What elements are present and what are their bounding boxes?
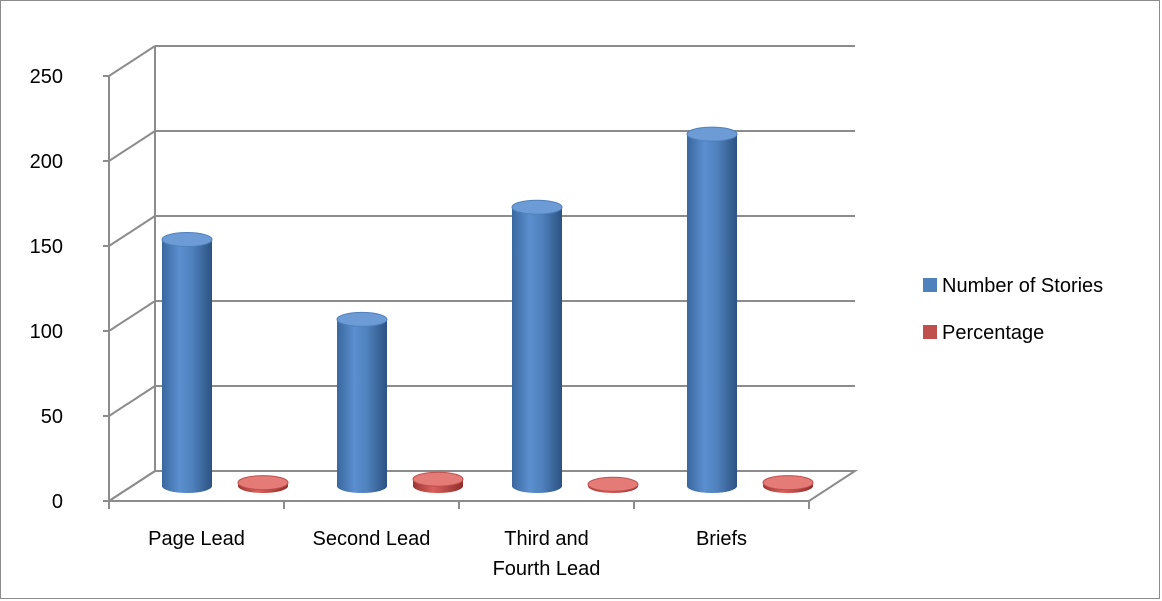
- bar-number-of-stories-2: [336, 311, 388, 493]
- x-tick-label: Briefs: [696, 528, 747, 550]
- y-tick-label: 150: [30, 236, 63, 258]
- bar-body: [687, 134, 737, 493]
- bar-top: [686, 126, 738, 142]
- gridline-side: [108, 215, 156, 247]
- floor: [105, 470, 859, 502]
- bar-percentage-1: [237, 475, 289, 493]
- legend-label: Percentage: [942, 322, 1044, 344]
- bar-top: [412, 471, 464, 487]
- legend: Number of Stories Percentage: [923, 275, 1103, 344]
- bar-body: [162, 239, 212, 493]
- bar-top: [511, 199, 563, 215]
- bar-body: [337, 319, 387, 493]
- x-tick-label: Second Lead: [313, 528, 431, 550]
- legend-swatch: [923, 278, 937, 292]
- bars: [161, 126, 814, 493]
- bar-top: [237, 475, 289, 491]
- bar-top: [336, 311, 388, 327]
- gridline-side: [108, 45, 156, 77]
- bar-top: [161, 232, 213, 247]
- bar-number-of-stories-4: [686, 126, 738, 493]
- tick-labels: 0 50 100 150 200 250 Page Lead Second Lead Third…: [30, 66, 747, 580]
- y-tick-label: 250: [30, 66, 63, 88]
- gridlines: [105, 45, 859, 502]
- bar-top: [762, 475, 814, 491]
- bar-body: [512, 207, 562, 493]
- legend-label: Number of Stories: [942, 275, 1103, 297]
- x-tick-label: Fourth Lead: [493, 558, 601, 580]
- bar-number-of-stories-1: [161, 232, 213, 493]
- bar-number-of-stories-3: [511, 199, 563, 493]
- legend-swatch: [923, 325, 937, 339]
- y-tick-label: 100: [30, 321, 63, 343]
- y-tick-label: 0: [52, 491, 63, 513]
- bar-percentage-3: [587, 476, 639, 493]
- bar-percentage-4: [762, 475, 814, 493]
- bar-percentage-2: [412, 471, 464, 493]
- gridline-side: [108, 300, 156, 332]
- x-tick-label: Page Lead: [148, 528, 245, 550]
- gridline-side: [108, 385, 156, 417]
- x-tick-label: Third and: [504, 528, 589, 550]
- bar-top: [587, 476, 639, 492]
- gridline-side: [108, 130, 156, 162]
- y-tick-label: 200: [30, 151, 63, 173]
- y-tick-label: 50: [41, 406, 63, 428]
- axes: [103, 46, 810, 509]
